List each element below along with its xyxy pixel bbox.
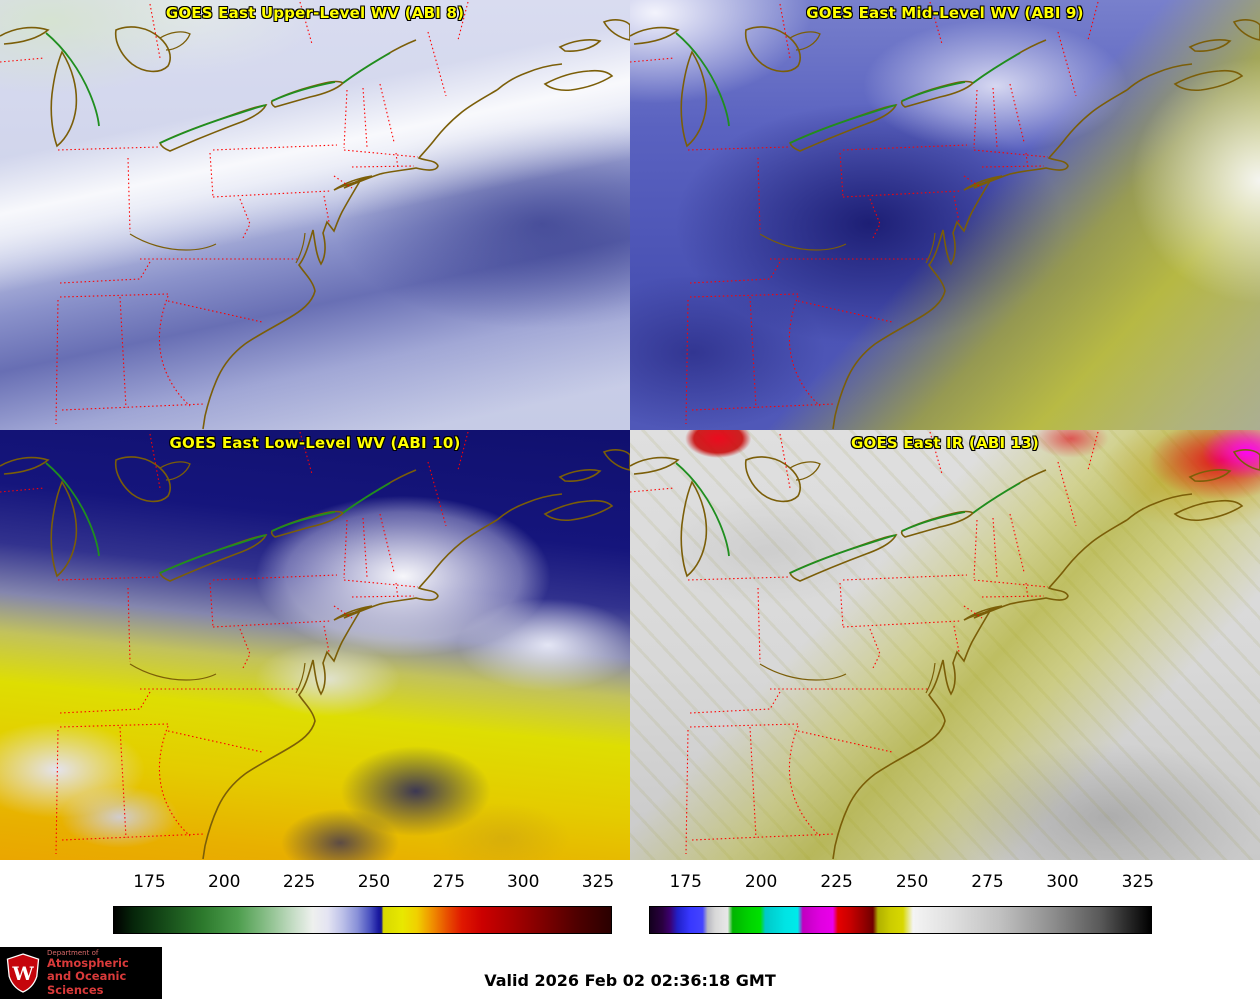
map-overlay-abi8: [0, 1, 630, 430]
valid-time-label: Valid 2026 Feb 02 02:36:18 GMT: [484, 971, 776, 990]
uw-crest-icon: W: [6, 953, 40, 993]
panel-title-abi9: GOES East Mid-Level WV (ABI 9): [806, 4, 1084, 22]
crest-letter: W: [11, 963, 34, 985]
tick-label: 300: [506, 872, 540, 892]
uw-aos-logo: W Department of Atmospheric and Oceanic …: [0, 947, 162, 999]
tick-label: 250: [357, 872, 391, 892]
ir-colorbar-ticks: 175 200 225 250 275 300 325: [649, 872, 1155, 894]
wv-colorbar-ticks: 175 200 225 250 275 300 325: [113, 872, 615, 894]
ir-colorbar: 175 200 225 250 275 300 325: [649, 860, 1155, 940]
tick-label: 250: [895, 872, 929, 892]
panel-ir: GOES East IR (ABI 13): [630, 430, 1260, 860]
logo-line1: Atmospheric: [47, 956, 129, 971]
tick-label: 275: [432, 872, 466, 892]
wv-colorbar-strip: [113, 906, 612, 934]
tick-label: 175: [133, 872, 166, 892]
panel-upper-level-wv: GOES East Upper-Level WV (ABI 8): [0, 0, 630, 430]
logo-dept-label: Department of: [47, 949, 99, 958]
panel-mid-level-wv: GOES East Mid-Level WV (ABI 9): [630, 0, 1260, 430]
map-overlay-abi10: [0, 431, 630, 860]
colorbar-section: 175 200 225 250 275 300 325 175 200 225 …: [0, 860, 1260, 940]
panel-title-abi13: GOES East IR (ABI 13): [850, 434, 1039, 452]
tick-label: 225: [282, 872, 316, 892]
tick-label: 325: [581, 872, 615, 892]
panel-title-abi10: GOES East Low-Level WV (ABI 10): [169, 434, 461, 452]
satellite-panel-grid: GOES East Upper-Level WV (ABI 8) GOES Ea…: [0, 0, 1260, 860]
logo-text: Department of Atmospheric and Oceanic Sc…: [47, 949, 158, 997]
logo-line2: and Oceanic Sciences: [47, 969, 127, 997]
wv-colorbar: 175 200 225 250 275 300 325: [113, 860, 615, 940]
tick-label: 325: [1121, 872, 1155, 892]
tick-label: 175: [669, 872, 702, 892]
map-overlay-abi9: [630, 1, 1260, 430]
tick-label: 200: [744, 872, 778, 892]
panel-low-level-wv: GOES East Low-Level WV (ABI 10): [0, 430, 630, 860]
tick-label: 200: [208, 872, 241, 892]
panel-title-abi8: GOES East Upper-Level WV (ABI 8): [165, 4, 465, 22]
map-overlay-abi13: [630, 431, 1260, 860]
tick-label: 300: [1046, 872, 1079, 892]
tick-label: 225: [820, 872, 853, 892]
tick-label: 275: [971, 872, 1004, 892]
ir-colorbar-strip: [649, 906, 1152, 934]
